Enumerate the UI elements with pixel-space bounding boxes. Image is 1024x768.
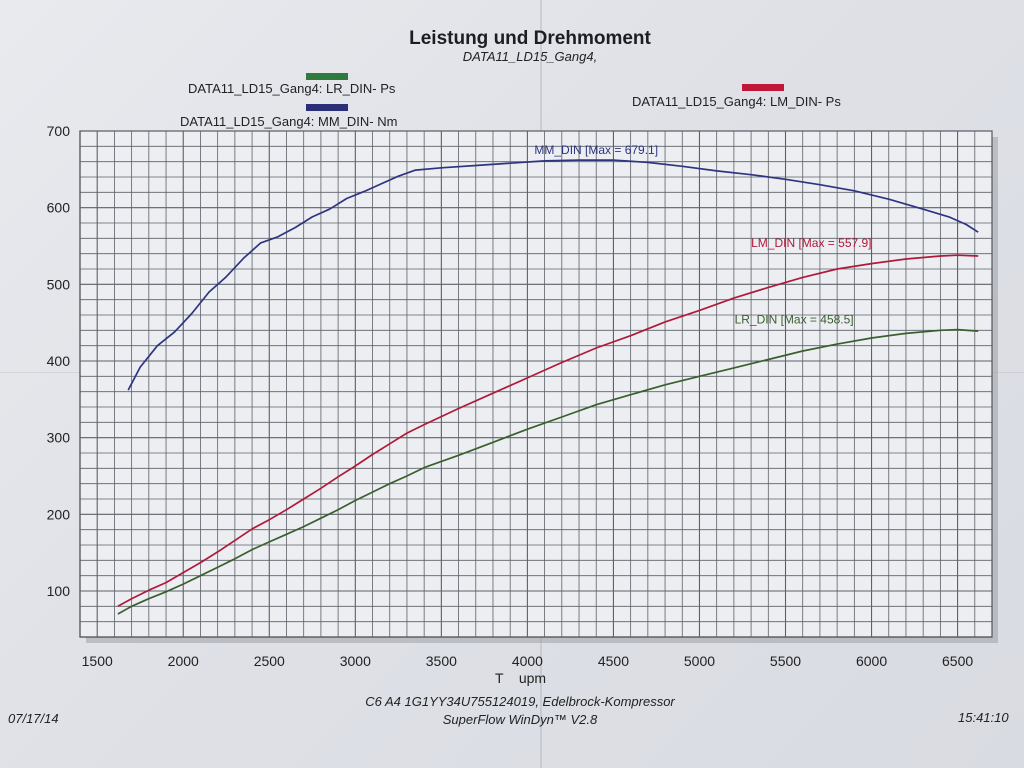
y-tick-label: 100 [47,583,71,599]
series-annotation-lm-din: LM_DIN [Max = 557.9] [751,236,871,250]
legend-label-mm: DATA11_LD15_Gang4: MM_DIN- Nm [180,114,398,129]
x-axis-label: T upm [495,670,546,686]
y-tick-label: 500 [47,276,71,292]
series-line-lm-din [117,254,979,608]
legend-swatch-lr [306,73,348,80]
footer-vehicle-info: C6 A4 1G1YY34U755124019, Edelbrock-Kompr… [365,694,675,709]
chart-subtitle: DATA11_LD15_Gang4, [462,49,598,64]
x-tick-label: 2500 [254,653,285,669]
y-tick-label: 400 [47,353,71,369]
x-tick-label: 6500 [942,653,973,669]
x-tick-label: 4500 [598,653,629,669]
footer-software: SuperFlow WinDyn™ V2.8 [442,712,598,727]
y-tick-label: 700 [47,123,71,139]
footer-time: 15:41:10 [958,710,1009,725]
x-tick-label: 5000 [684,653,715,669]
plot-area [79,130,993,638]
x-tick-label: 3000 [340,653,371,669]
legend-label-lr: DATA11_LD15_Gang4: LR_DIN- Ps [188,81,396,96]
series-line-mm-din [127,159,979,391]
chart-title: Leistung und Drehmoment [409,28,651,49]
series-annotation-mm-din: MM_DIN [Max = 679.1] [534,143,658,157]
x-tick-label: 1500 [82,653,113,669]
legend-swatch-lm [742,84,784,91]
x-tick-label: 6000 [856,653,887,669]
series-line-lr-din [117,328,979,615]
y-tick-label: 600 [47,200,71,216]
footer-date: 07/17/14 [8,711,59,726]
x-tick-label: 2000 [168,653,199,669]
x-tick-label: 5500 [770,653,801,669]
x-tick-label: 3500 [426,653,457,669]
y-tick-label: 300 [47,430,71,446]
legend-swatch-mm [306,104,348,111]
y-tick-label: 200 [47,506,71,522]
x-tick-label: 4000 [512,653,543,669]
legend-label-lm: DATA11_LD15_Gang4: LM_DIN- Ps [632,94,841,109]
series-annotation-lr-din: LR_DIN [Max = 458.5] [735,313,854,327]
